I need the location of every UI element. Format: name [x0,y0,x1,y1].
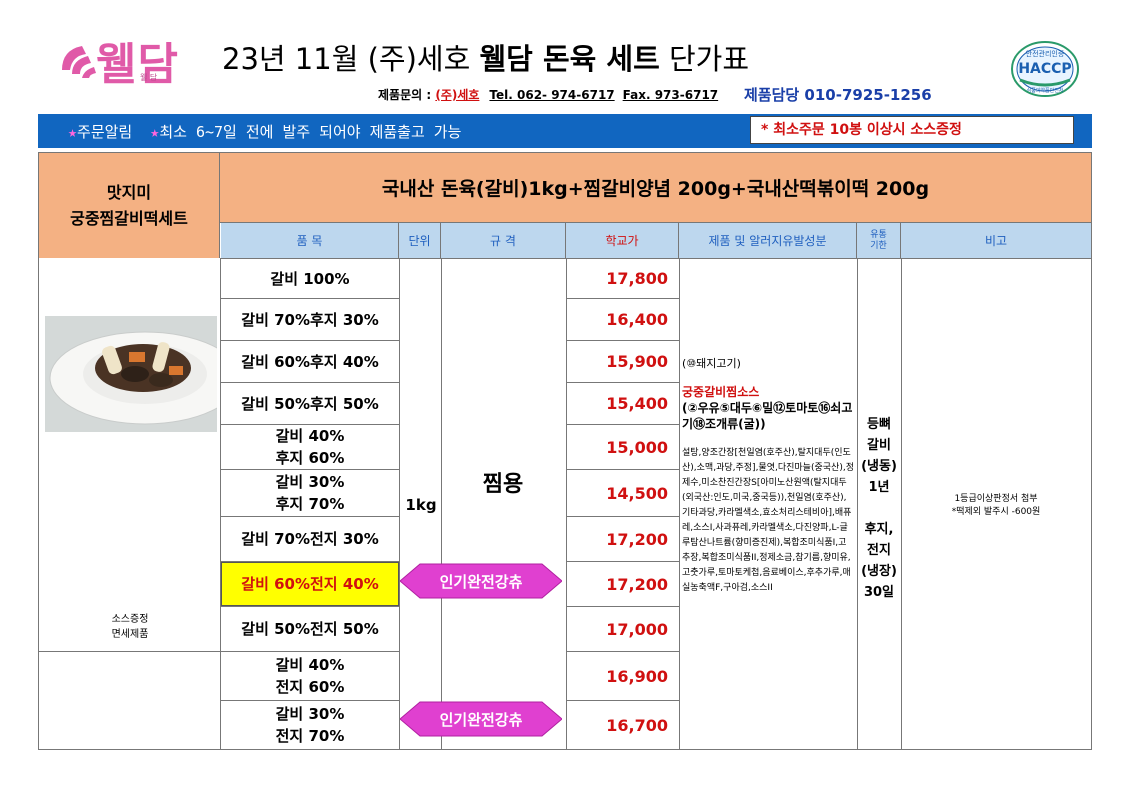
table-row-item: 갈비 70%전지 30% [241,530,379,548]
grid-line [679,258,680,749]
col-shelf-life: 유통 기한 [857,223,901,259]
spec-value: 찜용 [482,472,524,497]
table-row-item: 갈비 30% 전지 70% [275,705,345,745]
grid-line [901,258,902,749]
table-row-item-highlight: 갈비 60%전지 40% [221,562,399,606]
remarks: 1등급이상판정서 첨부 *떡제외 발주시 -600원 [951,494,1041,517]
table-row-item: 갈비 100% [270,269,350,288]
unit-value: 1kg [405,496,437,514]
badge-label: 인기완전강츄 [440,711,523,729]
col-unit: 단위 [399,223,441,259]
col-allergy: 제품 및 알러지유발성분 [679,223,857,259]
star-icon: ★ [68,123,78,141]
badge-label: 인기완전강츄 [440,573,523,591]
price-table [38,152,1092,750]
company-name: (주)세호 [435,88,480,102]
table-row-item: 갈비 40% 전지 60% [275,656,345,696]
table-row-item: 갈비 70%후지 30% [241,310,379,329]
table-row-price: 17,000 [606,619,668,639]
table-row-item: 갈비 50%전지 50% [241,620,379,638]
sauce-gift-note: 소스증정 면세제품 [111,614,149,640]
popular-badge: 인기완전강츄 [400,701,562,737]
table-row-item: 갈비 50%후지 50% [241,394,379,413]
grid-line [857,258,858,749]
table-row-price: 17,800 [606,269,668,288]
allergy-info: (⑩돼지고기) 궁중갈비찜소스 (②우유⑤대두⑥밀⑫토마토⑯쇠고기⑱조개류(굴)… [682,357,854,593]
haccp-main-text: HACCP [1018,61,1071,77]
haccp-badge-icon: 안전관리인증 HACCP 식품의약품안전처 [1011,41,1079,97]
table-row-price: 14,500 [606,483,668,503]
logo-text: 웰담 [96,39,179,90]
product-name-cell: 맛지미 궁중찜갈비떡세트 [39,153,220,258]
col-item: 품 목 [221,223,399,259]
table-row-price: 16,700 [606,715,668,735]
manager-contact: 제품담당 010-7925-1256 [744,86,932,104]
col-spec: 규 격 [441,223,566,259]
col-price: 학교가 [566,223,679,259]
contact-info: 제품문의 : (주)세호 Tel. 062- 974-6717 Fax. 973-6… [378,88,719,102]
table-row-item: 갈비 30% 후지 70% [275,473,345,513]
fax-number: Fax. 973-6717 [622,88,719,102]
set-description: 국내산 돈육(갈비)1kg+찜갈비양념 200g+국내산떡볶이떡 200g [220,153,1091,223]
logo-subtext: 웰 담 [140,73,158,82]
table-row-price: 17,200 [606,529,668,549]
shelf-life: 등뼈 갈비 (냉동) 1년 후지, 전지 (냉장) 30일 [861,417,897,600]
product-photo [45,316,217,432]
grid-line [441,258,442,749]
table-row-item: 갈비 40% 후지 60% [275,427,345,467]
grid-line [39,651,220,652]
table-row-price: 15,900 [606,352,668,371]
min-order-notice: * 최소주문 10봉 이상시 소스증정 [750,116,1074,144]
table-row-item: 갈비 60%후지 40% [241,352,379,371]
haccp-bottom-text: 식품의약품안전처 [1027,87,1064,94]
table-row-price: 17,200 [606,574,668,594]
table-row-price: 16,400 [606,310,668,329]
notice-text: ★주문알림 ★최소 6~7일 전에 발주 되어야 제품출고 가능 [68,123,462,141]
grid-line [566,258,567,749]
page-title: 23년 11월 (주)세호 웰담 돈육 세트 단가표 [222,42,750,76]
table-row-price: 15,400 [606,394,668,413]
table-row-price: 15,000 [606,437,668,457]
table-row-price: 16,900 [606,666,668,686]
haccp-top-text: 안전관리인증 [1026,49,1065,58]
grid-line [399,258,400,749]
popular-badge: 인기완전강츄 [400,563,562,599]
grid-line [220,258,221,749]
tel-number[interactable]: Tel. 062- 974-6717 [489,88,615,102]
logo-icon [62,46,96,78]
col-note: 비고 [901,223,1091,259]
star-icon: ★ [150,123,160,141]
